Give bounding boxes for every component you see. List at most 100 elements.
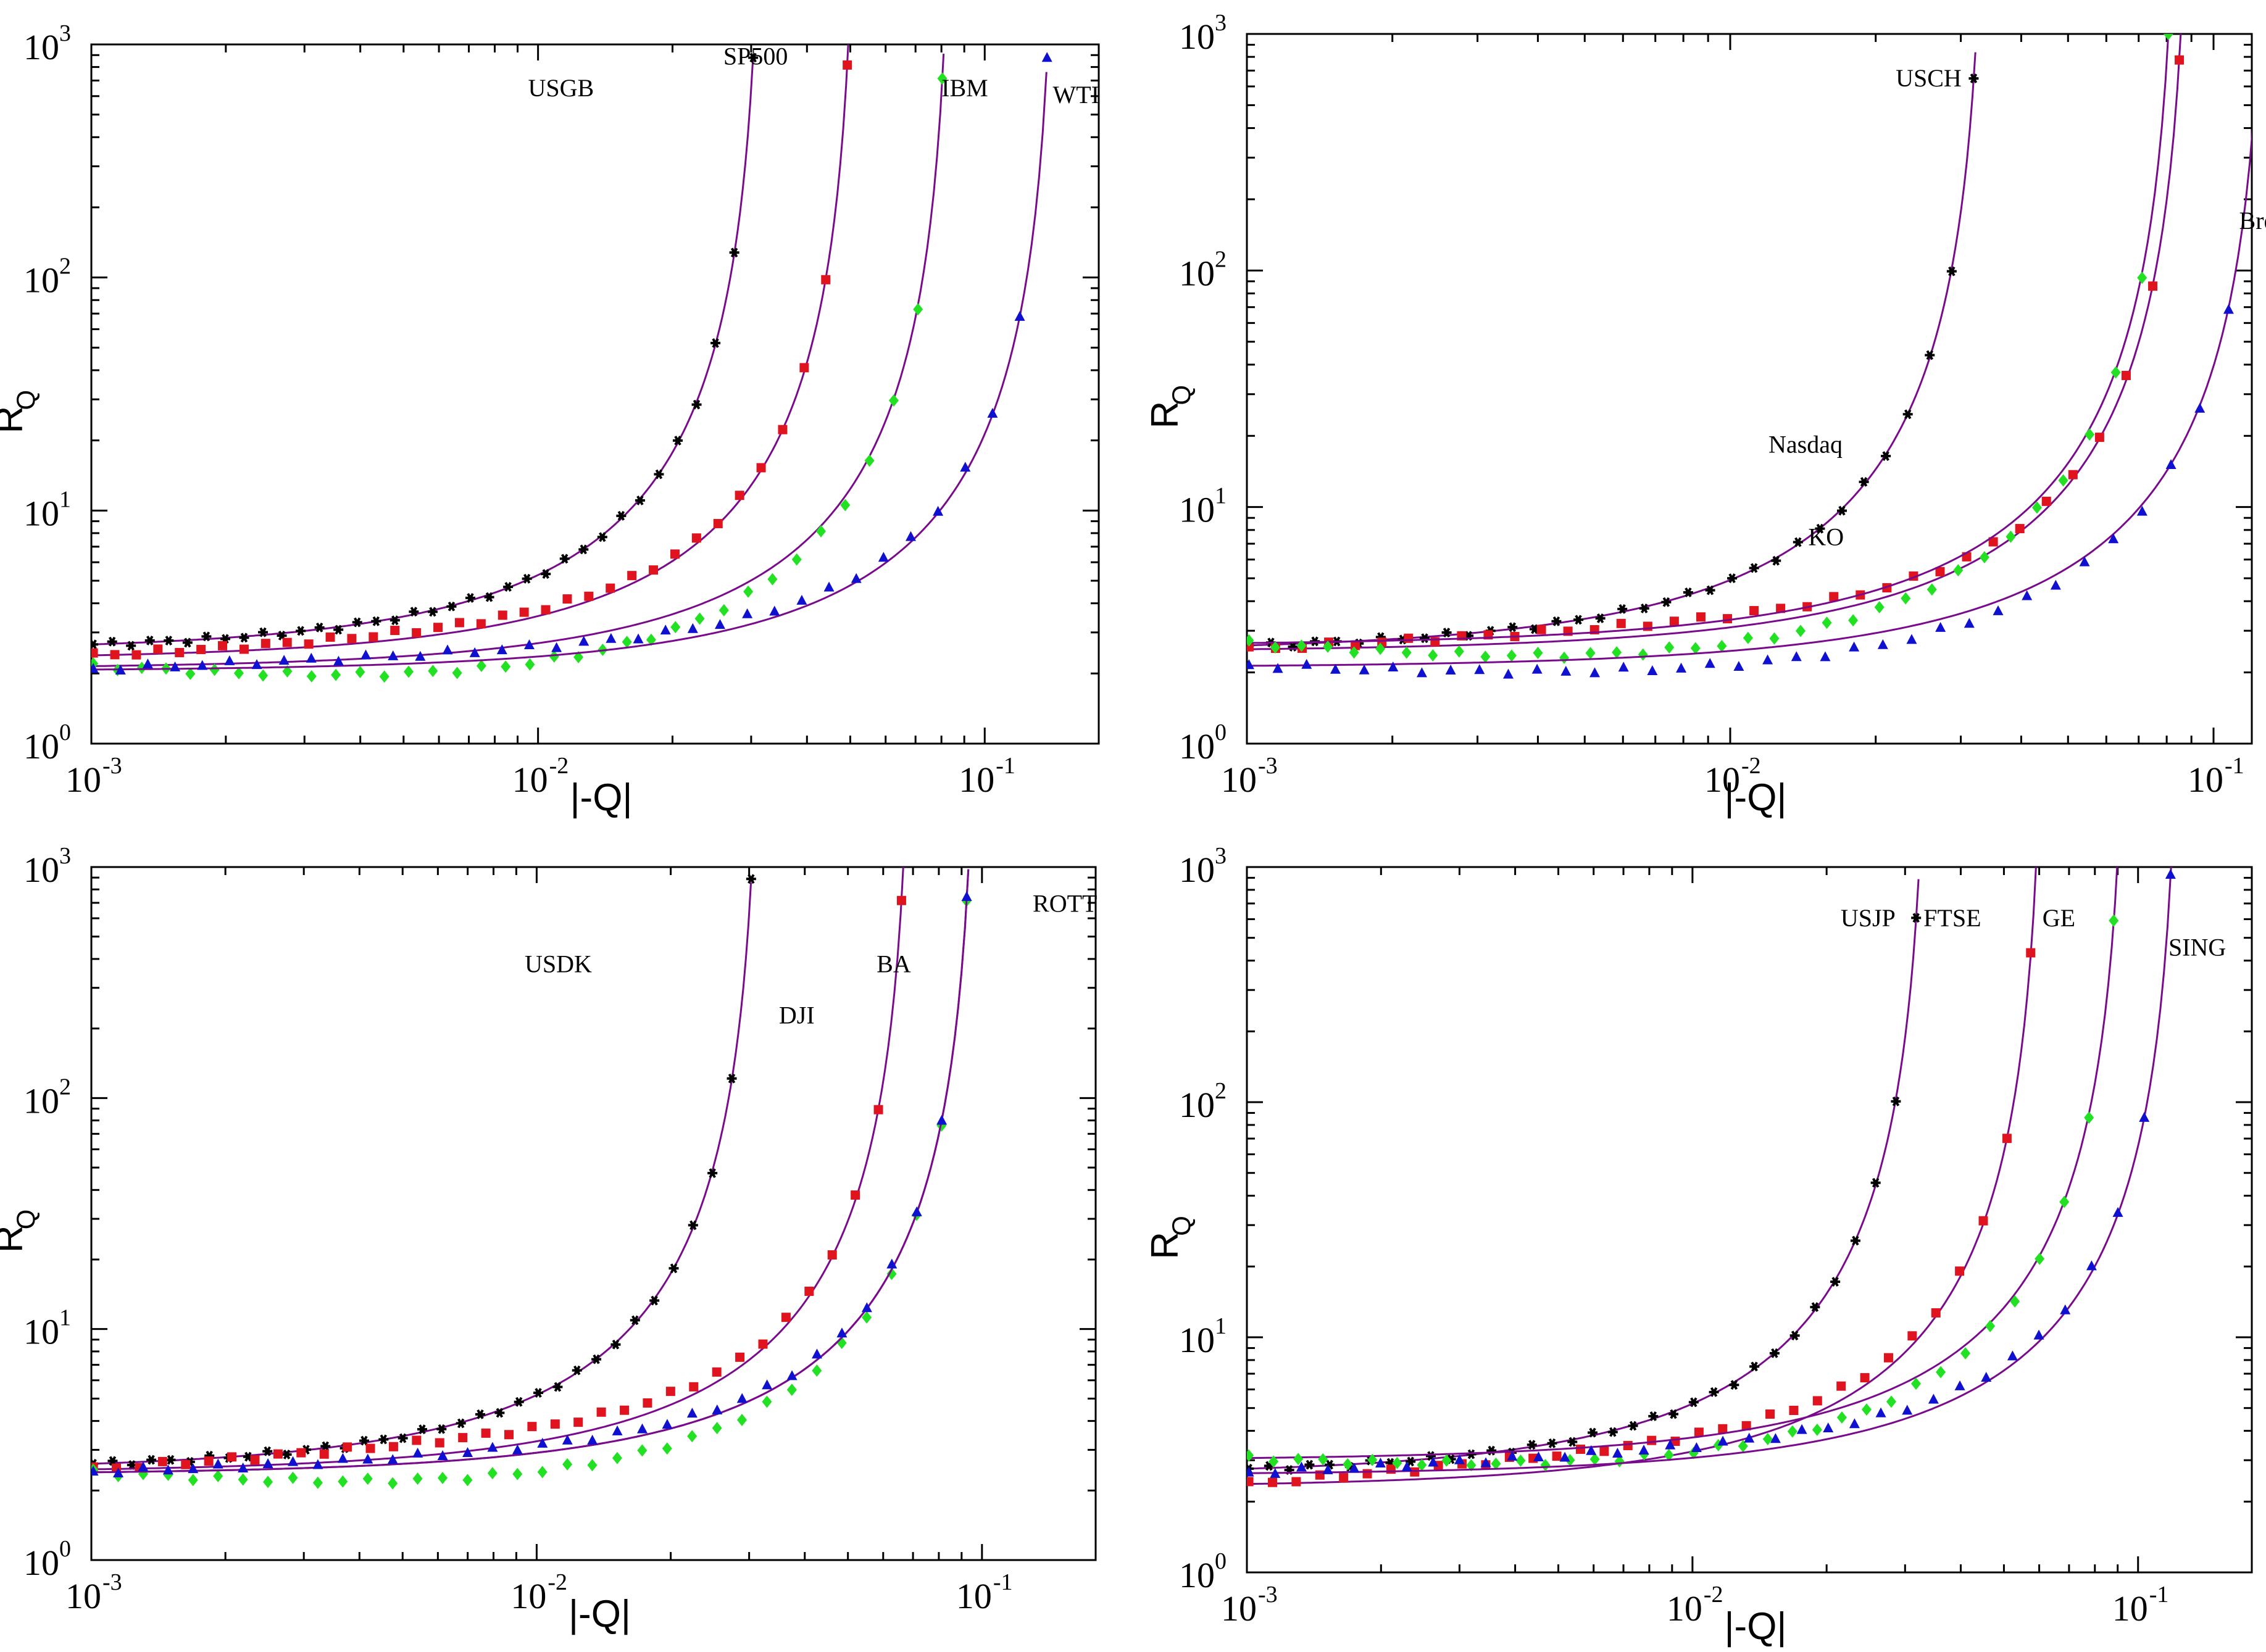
data-point-sing	[1586, 1445, 1597, 1455]
data-point-usgb	[126, 641, 136, 651]
series-label-nasdaq: Nasdaq	[1768, 430, 1843, 458]
data-point-wti	[823, 581, 835, 592]
fit-curve-ge	[1247, 867, 2118, 1459]
data-point-wti	[224, 655, 235, 665]
data-point-brent	[1849, 641, 1860, 652]
data-point-wti	[415, 650, 426, 661]
data-point-sp500	[325, 632, 335, 642]
data-point-ko	[1559, 651, 1570, 664]
data-point-brent	[2050, 579, 2061, 590]
data-point-sing	[1349, 1463, 1360, 1473]
fit-curve-ibm	[91, 54, 945, 667]
data-point-ibm	[888, 394, 899, 407]
data-point-usjp	[1607, 1427, 1618, 1437]
data-point-nasdaq	[1776, 604, 1786, 613]
data-point-usgb	[446, 601, 457, 612]
data-point-ba	[662, 1442, 672, 1455]
data-point-wti	[933, 505, 944, 516]
data-point-sp500	[110, 650, 120, 660]
data-point-usdk	[630, 1315, 640, 1326]
data-point-ge	[1367, 1453, 1378, 1466]
series-label-ftse: FTSE	[1923, 904, 1981, 932]
data-point-sp500	[153, 644, 163, 654]
y-axis-label: RQ	[0, 390, 40, 434]
x-axis-label: |-Q|	[1724, 1605, 1786, 1648]
data-point-usdk	[398, 1433, 408, 1443]
y-tick-label: 10	[1179, 17, 1215, 57]
data-point-usjp	[1688, 1397, 1699, 1408]
data-point-brent	[2223, 304, 2234, 314]
data-point-wti	[251, 659, 262, 670]
data-point-rott	[462, 1447, 473, 1457]
y-tick-label: 10	[1179, 850, 1215, 890]
data-point-ibm	[864, 454, 875, 467]
data-point-usgb	[503, 582, 514, 592]
data-point-ibm	[258, 669, 269, 682]
data-point-sp500	[756, 463, 766, 473]
data-point-ibm	[209, 663, 220, 676]
data-point-ba	[762, 1395, 772, 1408]
panel-top-left: 10-310-210-1100101102103|-Q|RQUSGBSP500I…	[0, 20, 1100, 819]
data-point-ge	[1318, 1453, 1328, 1466]
data-point-sp500	[713, 518, 723, 528]
data-point-rott	[288, 1456, 299, 1466]
data-point-usgb	[597, 532, 607, 542]
y-axis-label-subscript: Q	[11, 390, 40, 410]
data-point-usjp	[1588, 1427, 1598, 1438]
data-point-rott	[662, 1419, 673, 1429]
data-point-usdk	[533, 1388, 544, 1398]
data-point-ftse	[1955, 1266, 1965, 1276]
fit-curve-usch	[1247, 52, 1977, 647]
data-point-sing	[1270, 1467, 1281, 1478]
data-point-ibm	[452, 666, 462, 679]
data-point-usjp	[1891, 1096, 1901, 1106]
data-point-ftse	[1552, 1451, 1562, 1461]
y-tick-exponent: 1	[59, 486, 71, 512]
data-point-usdk	[591, 1354, 602, 1364]
x-tick-exponent: -3	[102, 753, 122, 779]
data-point-sp500	[218, 641, 228, 650]
x-axis-label: |-Q|	[1724, 776, 1786, 819]
data-point-usjp	[1709, 1387, 1719, 1397]
data-point-sp500	[498, 610, 507, 620]
data-point-usch	[1925, 350, 1935, 360]
data-point-ba	[288, 1471, 298, 1484]
x-tick-exponent: -1	[2149, 1582, 2169, 1608]
data-point-ftse	[1931, 1308, 1941, 1318]
data-point-usgb	[409, 607, 419, 617]
data-point-ge	[1293, 1453, 1304, 1466]
data-point-usjp	[1425, 1451, 1436, 1461]
data-point-ba	[637, 1444, 648, 1457]
y-axis-label: RQ	[0, 1210, 40, 1253]
x-tick-label: 10	[1221, 760, 1257, 800]
data-point-usdk	[727, 1073, 737, 1084]
data-point-sing	[1428, 1456, 1439, 1467]
data-point-dji	[204, 1456, 214, 1466]
data-point-rott	[212, 1458, 223, 1469]
data-point-wti	[496, 644, 507, 655]
x-tick-exponent: -1	[2225, 753, 2244, 779]
data-point-usch	[1441, 628, 1452, 637]
data-point-rott	[911, 1206, 922, 1216]
data-point-dji	[873, 1105, 883, 1114]
data-point-usdk	[707, 1168, 718, 1178]
data-point-rott	[812, 1348, 823, 1359]
data-point-usch	[1573, 615, 1584, 625]
data-point-usgb	[427, 607, 438, 617]
data-point-ko	[1247, 634, 1254, 647]
data-point-sing	[1691, 1442, 1702, 1453]
data-point-ftse	[1883, 1353, 1893, 1363]
data-point-usjp	[1567, 1437, 1578, 1447]
y-tick-exponent: 3	[1215, 843, 1227, 869]
y-tick-exponent: 0	[59, 1536, 71, 1562]
data-point-brent	[1618, 662, 1629, 672]
data-point-usgb	[239, 633, 249, 643]
data-point-brent	[1388, 661, 1399, 671]
data-point-ge	[1812, 1423, 1822, 1436]
data-point-sp500	[239, 644, 249, 654]
data-point-dji	[620, 1405, 630, 1415]
y-tick-exponent: 1	[59, 1305, 71, 1331]
data-point-ko	[1717, 639, 1727, 652]
y-tick-exponent: 3	[59, 20, 71, 46]
series-label-wti: WTI	[1052, 81, 1099, 109]
